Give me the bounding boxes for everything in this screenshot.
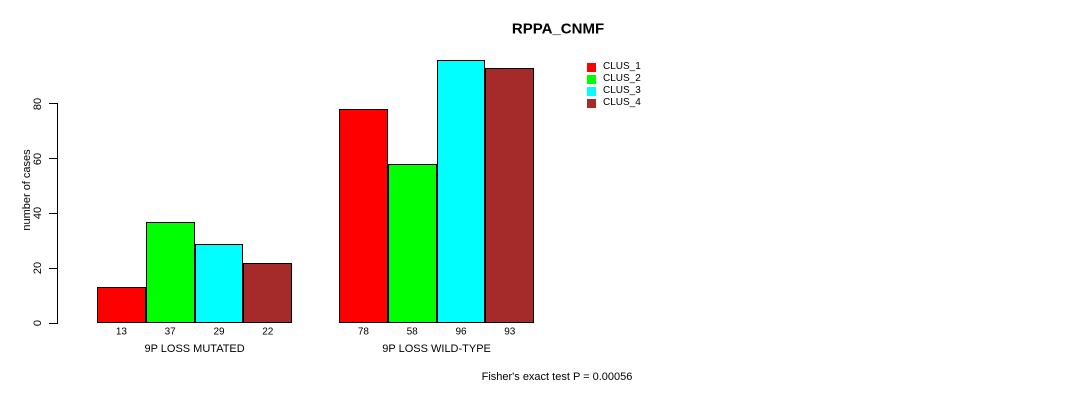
legend-item: CLUS_1 (587, 61, 641, 73)
y-axis-tick (49, 267, 58, 269)
y-axis-tick (49, 322, 58, 324)
legend-swatch-icon (587, 98, 596, 108)
legend-label: CLUS_1 (603, 61, 641, 72)
y-axis-tick (49, 103, 58, 105)
bar-value-label: 78 (357, 326, 369, 337)
bar-value-label: 93 (504, 326, 516, 337)
bar-value-label: 13 (115, 326, 127, 337)
y-axis-tick-label: 40 (32, 207, 44, 220)
bar-value-label: 37 (164, 326, 176, 337)
bar-clus-4 (243, 262, 293, 323)
bar-clus-4 (485, 68, 535, 323)
y-axis-tick (49, 158, 58, 160)
legend-item: CLUS_3 (587, 85, 641, 97)
legend-label: CLUS_3 (603, 85, 641, 96)
bar-clus-3 (436, 59, 486, 323)
legend-item: CLUS_2 (587, 73, 641, 85)
legend-swatch-icon (587, 74, 596, 84)
bar-value-label: 29 (213, 326, 225, 337)
bar-clus-1 (97, 287, 146, 323)
legend-label: CLUS_4 (603, 97, 641, 108)
bar-clus-3 (194, 243, 244, 323)
bar-value-label: 58 (406, 326, 418, 337)
y-axis-tick-label: 80 (32, 97, 44, 110)
legend-item: CLUS_4 (587, 97, 641, 109)
bar-value-label: 96 (455, 326, 467, 337)
legend-swatch-icon (587, 86, 596, 96)
chart-title: RPPA_CNMF (511, 20, 605, 38)
bar-clus-2 (145, 221, 195, 323)
y-axis-tick-label: 0 (32, 319, 44, 327)
group-label: 9P LOSS MUTATED (144, 342, 245, 355)
footer-stat-text: Fisher's exact test P = 0.00056 (481, 371, 633, 383)
y-axis-line (57, 103, 58, 324)
legend-swatch-icon (587, 62, 596, 72)
legend: CLUS_1 CLUS_2 CLUS_3 CLUS_4 (587, 61, 641, 109)
legend-label: CLUS_2 (603, 73, 641, 84)
group-label: 9P LOSS WILD-TYPE (382, 342, 491, 355)
bar-clus-2 (387, 164, 437, 323)
y-axis-tick (49, 212, 58, 214)
bar-clus-1 (339, 109, 388, 323)
y-axis-tick-label: 20 (32, 262, 44, 275)
bar-value-label: 22 (262, 326, 274, 337)
y-axis-tick-label: 60 (32, 152, 44, 165)
